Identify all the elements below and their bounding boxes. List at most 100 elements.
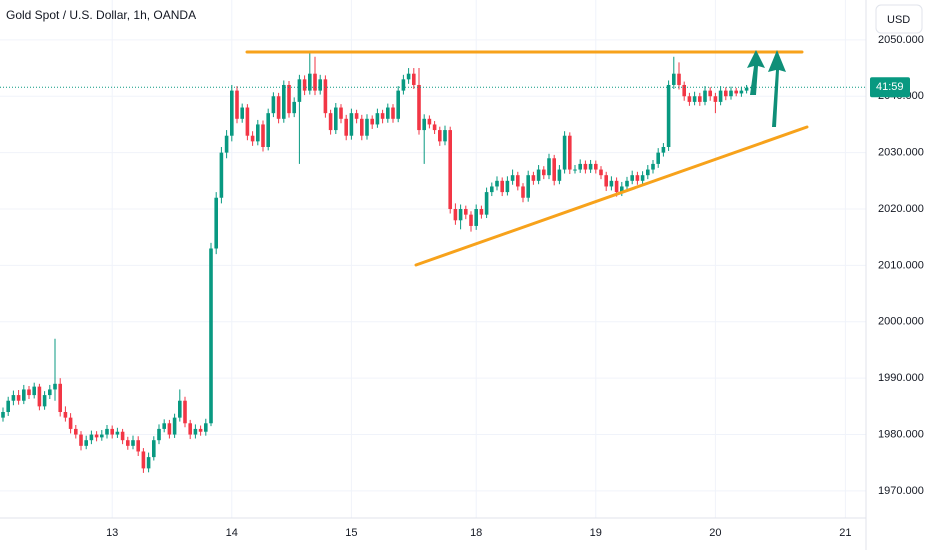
candle-body bbox=[666, 84, 671, 147]
candle-body bbox=[708, 90, 712, 97]
candle-body bbox=[214, 197, 218, 249]
y-tick-label: 2000.000 bbox=[878, 316, 924, 328]
candle-body bbox=[505, 180, 510, 193]
candle-body bbox=[698, 96, 702, 102]
candle-body bbox=[245, 107, 250, 136]
candle-body bbox=[744, 87, 749, 91]
candle-body bbox=[661, 146, 666, 153]
currency-button[interactable] bbox=[875, 4, 923, 34]
candle-body bbox=[458, 209, 463, 221]
candle-body bbox=[448, 130, 452, 210]
y-tick-label: 1970.000 bbox=[878, 485, 924, 497]
candle-body bbox=[406, 73, 411, 80]
candle-body bbox=[219, 152, 224, 198]
candle-body bbox=[74, 428, 78, 435]
candle-body bbox=[42, 395, 47, 407]
candle-body bbox=[271, 96, 276, 114]
candle-body bbox=[146, 457, 151, 469]
candle-body bbox=[58, 383, 62, 412]
candle-body bbox=[479, 209, 484, 215]
candle-body bbox=[224, 135, 229, 153]
candle-body bbox=[490, 186, 494, 193]
y-tick-label: 2030.000 bbox=[878, 147, 924, 159]
candle-body bbox=[687, 96, 692, 102]
candle-body bbox=[542, 169, 546, 176]
countdown-label: 41:59 bbox=[876, 81, 904, 93]
arrow-up bbox=[747, 50, 765, 95]
candle-body bbox=[521, 186, 525, 198]
candle-body bbox=[438, 130, 442, 142]
candle-body bbox=[380, 113, 385, 119]
x-tick-label: 13 bbox=[106, 527, 118, 539]
candle-body bbox=[646, 169, 650, 176]
candle-body bbox=[152, 440, 156, 458]
candle-body bbox=[89, 434, 94, 441]
candle-body bbox=[79, 434, 83, 446]
candle-body bbox=[386, 107, 390, 119]
candle-body bbox=[578, 163, 582, 170]
candle-body bbox=[344, 118, 348, 136]
candle-body bbox=[391, 107, 395, 119]
candle-body bbox=[349, 113, 354, 136]
candle-body bbox=[536, 169, 541, 181]
candle-body bbox=[94, 434, 99, 438]
currency-label[interactable]: USD bbox=[887, 14, 910, 26]
candle-body bbox=[656, 152, 660, 164]
candle-body bbox=[297, 79, 302, 102]
candle-body bbox=[599, 169, 603, 176]
x-tick-label: 18 bbox=[470, 527, 482, 539]
candle-body bbox=[677, 73, 681, 85]
candle-body bbox=[401, 79, 406, 91]
candle-body bbox=[308, 73, 312, 91]
candle-body bbox=[365, 118, 369, 136]
candle-body bbox=[412, 73, 416, 85]
candle-body bbox=[22, 389, 26, 401]
candle-body bbox=[131, 440, 135, 446]
y-tick-label: 2010.000 bbox=[878, 259, 924, 271]
candle-body bbox=[594, 163, 598, 170]
candle-body bbox=[516, 175, 520, 187]
candle-body bbox=[640, 175, 645, 181]
candle-body bbox=[625, 180, 629, 187]
candle-body bbox=[375, 113, 380, 125]
arrow-up bbox=[768, 50, 786, 127]
candle-body bbox=[484, 192, 489, 215]
candle-body bbox=[167, 423, 172, 435]
candle-body bbox=[266, 113, 270, 147]
candle-body bbox=[84, 440, 88, 446]
candle-body bbox=[1, 411, 5, 418]
candle-body bbox=[141, 451, 146, 469]
candle-body bbox=[261, 124, 265, 147]
candle-body bbox=[198, 428, 203, 432]
candle-body bbox=[292, 101, 296, 114]
candle-body bbox=[37, 386, 42, 407]
candle-body bbox=[115, 431, 120, 435]
candle-body bbox=[718, 90, 723, 102]
candle-body bbox=[614, 180, 619, 193]
y-tick-label: 1980.000 bbox=[878, 428, 924, 440]
candle-body bbox=[396, 90, 400, 119]
candle-body bbox=[557, 169, 562, 181]
candle-body bbox=[32, 386, 36, 396]
candle-body bbox=[120, 431, 125, 441]
candle-body bbox=[729, 90, 733, 97]
candle-body bbox=[635, 175, 640, 181]
candle-body bbox=[422, 118, 426, 131]
candle-body bbox=[193, 428, 198, 435]
candle-body bbox=[651, 163, 655, 170]
candle-body bbox=[250, 135, 255, 142]
candle-body bbox=[313, 73, 317, 91]
candle-body bbox=[240, 107, 244, 119]
candle-body bbox=[568, 135, 572, 170]
candle-body bbox=[235, 90, 239, 119]
y-tick-label: 1990.000 bbox=[878, 372, 924, 384]
candle-body bbox=[500, 180, 504, 193]
candle-body bbox=[105, 428, 109, 435]
candle-body bbox=[469, 214, 473, 226]
candle-body bbox=[188, 423, 192, 435]
candle-body bbox=[162, 423, 166, 429]
candle-body bbox=[620, 186, 624, 193]
candle-body bbox=[172, 417, 177, 435]
candle-body bbox=[68, 417, 73, 429]
